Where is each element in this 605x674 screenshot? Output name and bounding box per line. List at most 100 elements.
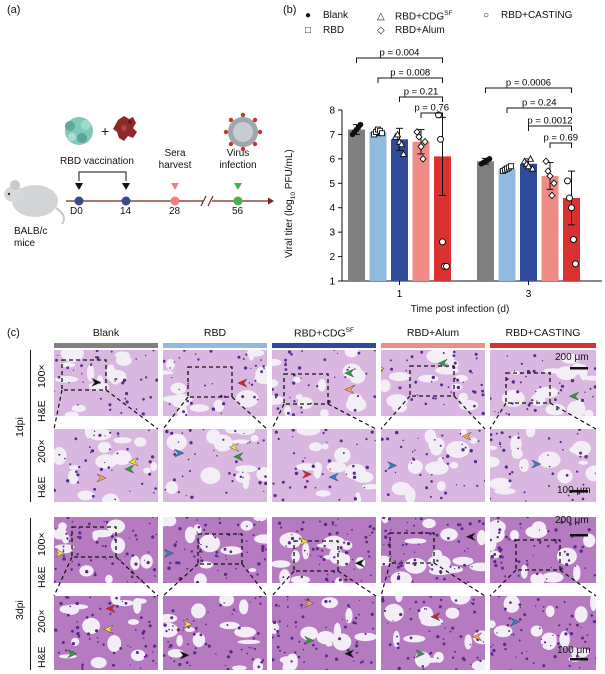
bar [498, 168, 516, 281]
lung-histology-image [490, 517, 596, 583]
lung-histology-image [381, 517, 485, 583]
data-point [508, 163, 514, 170]
lung-histology-image [381, 596, 485, 670]
lung-histology-image [54, 350, 158, 416]
d0-marker [75, 183, 83, 190]
y-tick-label: 7 [329, 130, 335, 141]
bar [412, 141, 430, 281]
d56-label: 56 [232, 206, 244, 217]
rbd-protein-icon [65, 117, 93, 145]
p-value-label: p = 0.008 [390, 68, 430, 79]
data-point [486, 156, 493, 162]
vaccination-label: RBD vaccination [60, 156, 134, 167]
significance-bracket [485, 87, 572, 93]
d0-label: D0 [70, 206, 83, 217]
panel-label-b: (b) [283, 4, 297, 16]
legend-item-cdg: △ RBD+CDGSF [377, 10, 453, 22]
vaccination-scheme: + [0, 108, 290, 298]
data-point [399, 150, 408, 157]
row-label-mag-4: 200× [36, 609, 48, 633]
bar [520, 163, 537, 281]
lung-histology-image [272, 350, 376, 416]
x-tick-label: 3 [526, 289, 532, 300]
legend-item-alum: ◇ RBD+Alum [377, 25, 445, 36]
row-label-mag-2: 200× [36, 439, 48, 463]
group-label-3dpi: 3dpi [14, 600, 26, 620]
legend-item-casting: ○ RBD+CASTING [483, 10, 572, 21]
plus-sign: + [101, 123, 109, 139]
scalebar-label-1: 200 μm [555, 352, 589, 363]
data-point [550, 179, 558, 188]
group-bracket-1dpi [30, 350, 31, 502]
scalebar-label-4: 100 μm [557, 645, 591, 656]
row-label-he-4: H&E [36, 646, 48, 668]
row-label-he-2: H&E [36, 476, 48, 498]
col-colorbar-rbd [163, 343, 267, 348]
lung-histology-image [163, 350, 267, 416]
y-tick-label: 3 [329, 228, 335, 239]
p-value-label: p = 0.24 [522, 98, 557, 109]
significance-bracket [528, 125, 572, 131]
data-point [417, 142, 425, 151]
data-point [443, 262, 450, 270]
col-colorbar-blank [54, 343, 158, 348]
data-point [572, 260, 579, 268]
col-label-alum: RBD+Alum [406, 327, 460, 339]
lung-histology-image [54, 429, 158, 502]
row-label-he-3: H&E [36, 566, 48, 588]
lung-histology-image [381, 350, 485, 416]
lung-histology-image [272, 596, 376, 670]
significance-bracket [399, 96, 443, 102]
panel-label-a: (a) [7, 4, 21, 16]
vaccination-bracket [78, 171, 127, 181]
significance-bracket [356, 57, 443, 63]
p-value-label: p = 0.0012 [527, 116, 572, 127]
virus-icon [223, 112, 263, 152]
legend-label-cdg: RBD+CDG [395, 11, 445, 23]
row-label-mag-1: 100× [36, 364, 48, 388]
legend-marker-blank: ● [305, 10, 312, 21]
group-label-1dpi: 1dpi [14, 417, 26, 437]
data-point [421, 137, 429, 146]
legend-label-rbd: RBD [323, 25, 345, 36]
data-point [542, 157, 550, 166]
col-colorbar-cdg [272, 343, 376, 348]
y-tick-label: 4 [329, 203, 335, 214]
row-label-mag-3: 100× [36, 532, 48, 556]
legend-marker-alum: ◇ [377, 25, 385, 36]
significance-bracket [549, 142, 572, 148]
bar [348, 129, 365, 281]
col-label-blank: Blank [92, 327, 120, 339]
lung-histology-image [163, 517, 267, 583]
p-value-label: p = 0.76 [414, 103, 449, 114]
d28-label: 28 [169, 206, 181, 217]
chart-xlabel: Time post infection (d) [410, 304, 510, 315]
group-bracket-3dpi [30, 518, 31, 670]
lung-histology-image [163, 596, 267, 670]
legend-label-cdg-sup: SF [444, 10, 453, 17]
data-point [546, 172, 554, 180]
p-value-label: p = 0.69 [543, 133, 578, 144]
data-point [437, 135, 444, 143]
legend-item-rbd: □ RBD [305, 25, 344, 36]
data-point [524, 162, 533, 170]
virus-infection-label: Virus infection [219, 148, 257, 171]
data-point [393, 130, 402, 138]
data-point [439, 238, 446, 246]
y-tick-label: 2 [329, 252, 335, 263]
legend-marker-cdg: △ [377, 11, 385, 23]
col-colorbar-alum [381, 343, 485, 348]
lung-histology-image [54, 596, 158, 670]
mouse-icon [4, 180, 65, 225]
casting-particle-icon [113, 116, 137, 141]
y-tick-label: 1 [329, 277, 335, 288]
chart-legend: ● Blank △ RBD+CDGSF ○ RBD+CASTING □ RBD ◇ RBD… [305, 10, 605, 40]
data-point [379, 130, 385, 137]
scalebar-label-2: 100 μm [557, 485, 591, 496]
bar [434, 156, 451, 281]
legend-item-blank: ● Blank [305, 10, 348, 21]
data-point [526, 154, 535, 162]
viral-titer-chart: 1 2 3 4 5 6 7 8 1 3 p = 0.004 p = 0.008 p = 0.21 p = … [329, 48, 602, 300]
bar [391, 139, 408, 281]
p-value-label: p = 0.004 [380, 48, 420, 59]
